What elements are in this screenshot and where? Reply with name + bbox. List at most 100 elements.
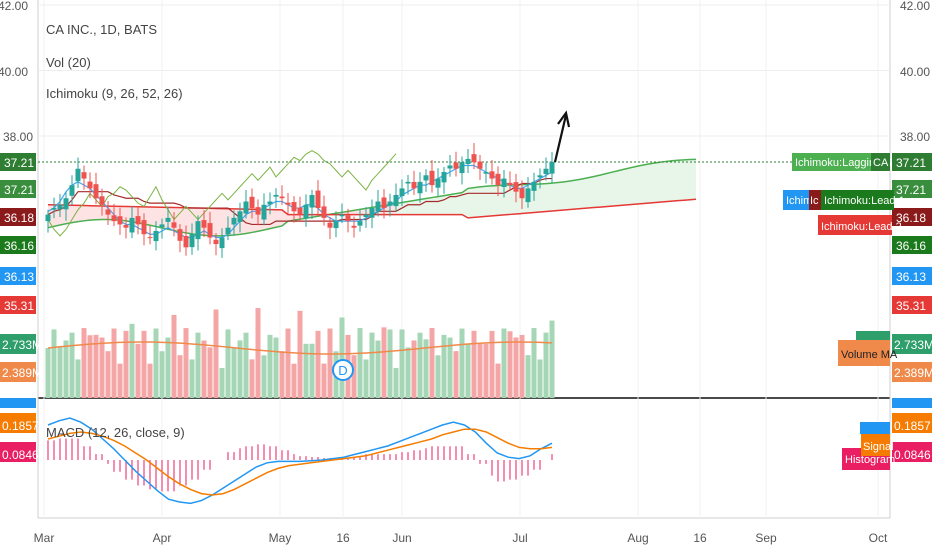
volume-badge-text: 2.733M [2, 338, 42, 352]
conversion-line-label: Ichim [783, 190, 812, 210]
volume-bar [105, 351, 111, 398]
candle-body [501, 178, 507, 188]
macd-badge-right [892, 398, 932, 408]
volume-bar [507, 331, 513, 398]
price-tick-label-left: 40.00 [0, 65, 28, 79]
candle-body [51, 208, 57, 210]
candle-body [429, 170, 435, 186]
dividend-marker-circle[interactable] [332, 359, 354, 381]
volume-bar [123, 330, 129, 398]
price-badge [892, 236, 932, 254]
volume-bar [393, 367, 399, 398]
volume-bar [99, 337, 105, 398]
volume-bar [213, 309, 219, 398]
lead2-text: Ichimoku:Lead 2 [821, 221, 902, 233]
volume-badge-right [892, 334, 932, 354]
candle-body [117, 216, 123, 225]
price-badge [892, 153, 932, 171]
x-tick-label: Jul [512, 531, 527, 545]
macd-badge [0, 398, 36, 408]
signal-text: Signal [863, 441, 894, 453]
volume-bar [399, 329, 405, 398]
volume-badge [0, 334, 36, 354]
macd-badge [0, 442, 36, 462]
candle-body [285, 202, 291, 205]
candle-body [453, 162, 459, 169]
candle-body [75, 168, 81, 182]
signal-label: Signal [860, 422, 894, 456]
volume-badge [0, 362, 36, 382]
candle-body [345, 215, 351, 222]
volume-bar [165, 337, 171, 398]
price-badge-text: 36.16 [4, 239, 34, 253]
x-tick-label: 16 [336, 531, 350, 545]
symbol-label-text: CA [873, 157, 889, 169]
volume-bar [93, 334, 99, 398]
candle-body [99, 196, 105, 205]
volume-bar [519, 334, 525, 398]
lead1-text: Ichimoku:Lead 1 [824, 195, 905, 207]
candle-body [369, 208, 375, 218]
base-line-label: Ic [809, 190, 823, 210]
volume-bar [429, 328, 435, 398]
lead2-label: Ichimoku:Lead 2 [818, 215, 902, 235]
volume-ma-line [47, 341, 553, 355]
candle-body [189, 234, 195, 248]
candle-body [261, 204, 267, 220]
candle-body [219, 237, 225, 249]
price-badge [0, 180, 36, 198]
candle-body [459, 162, 465, 174]
candle-body [315, 190, 321, 209]
candle-body [477, 161, 483, 169]
volume-ma-text: Volume MA [841, 349, 898, 361]
volume-bar [171, 314, 177, 398]
candle-body [393, 194, 399, 207]
volume-bar [435, 355, 441, 398]
candle-body [351, 225, 357, 228]
candle-body [147, 237, 153, 239]
volume-bar [231, 347, 237, 398]
volume-bar [147, 363, 153, 398]
dividend-marker-label: D [338, 363, 347, 378]
volume-series [45, 308, 555, 398]
candle-body [213, 239, 219, 245]
lead1-label: Ichimoku:Lead 1 [821, 190, 905, 210]
macd-badges: 0.1857 0.1857 0.0846 0.0846 [0, 398, 932, 462]
volume-bar [279, 351, 285, 398]
right-price-badges: 37.21 37.21 36.18 36.16 36.13 35.31 [892, 153, 932, 314]
volume-bar [351, 355, 357, 398]
candle-body [447, 165, 453, 169]
candle-body [105, 209, 111, 215]
volume-bar [483, 343, 489, 398]
volume-bar [405, 347, 411, 398]
lagging-span-text: Ichimoku:Lagging S [795, 157, 892, 169]
volume-bar [177, 355, 183, 398]
volume-bar [207, 347, 213, 398]
volume-bar [201, 340, 207, 398]
legend-macd: MACD (12, 26, close, 9) [46, 425, 185, 440]
macd-badge-right [892, 413, 932, 433]
base-line-text: Ic [810, 195, 819, 207]
x-axis-labels: Mar Apr May 16 Jun Jul Aug 16 Sep Oct [34, 531, 888, 545]
volume-bar [411, 340, 417, 398]
price-badge-text: 35.31 [4, 299, 34, 313]
candle-body [399, 188, 405, 197]
lagging-span-label: Ichimoku:Lagging S [792, 153, 892, 171]
volume-bar [369, 332, 375, 398]
volume-bar [303, 343, 309, 398]
macd-badge-text: 0.1857 [2, 419, 39, 433]
candle-body [303, 204, 309, 219]
dividend-marker[interactable]: D [332, 359, 354, 381]
volume-bar [63, 340, 69, 398]
candle-body [183, 235, 189, 248]
volume-bar [453, 351, 459, 398]
candle-body [495, 173, 501, 186]
volume-bar [309, 343, 315, 398]
candle-body [543, 168, 549, 174]
x-tick-label: Jun [392, 531, 411, 545]
volume-bar [387, 329, 393, 398]
volume-bar [315, 330, 321, 398]
candle-body [525, 188, 531, 203]
price-badge-text: 36.13 [896, 270, 926, 284]
